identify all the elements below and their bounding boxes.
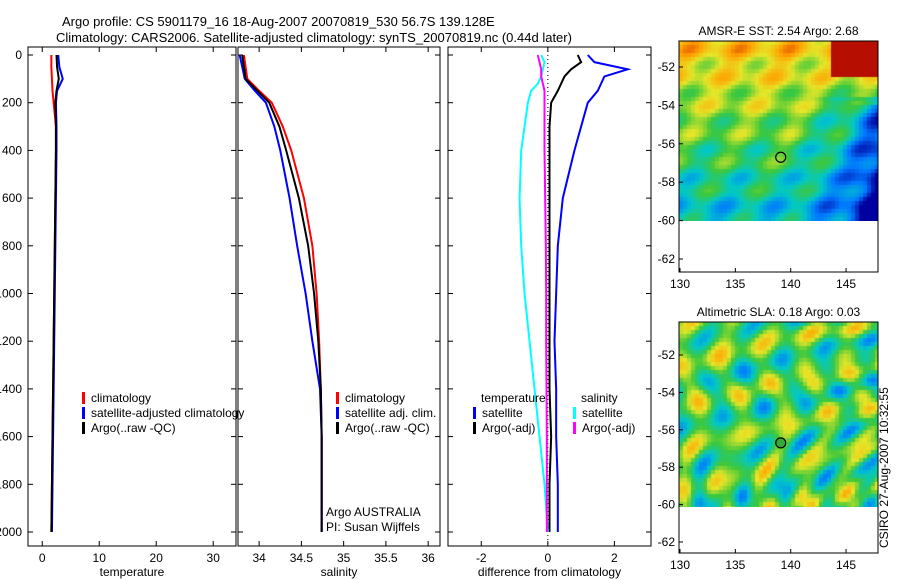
y-tick-label: -58 (658, 460, 676, 474)
plot-frame (237, 46, 441, 547)
series-line-argo-raw-qc- (241, 54, 323, 532)
plot-frame (27, 46, 237, 547)
legend-swatch (82, 407, 85, 419)
series-line-temperature-satellite (553, 54, 632, 532)
legend-swatch (336, 407, 339, 419)
legend-label: satellite (582, 406, 623, 420)
argo-position-marker (775, 437, 787, 449)
y-tick-label: -52 (658, 60, 676, 74)
legend-label: climatology (91, 391, 151, 405)
x-tick-label: 145 (836, 277, 856, 291)
x-tick-label: 2 (611, 551, 618, 565)
y-tick-label: 2000 (0, 525, 22, 539)
x-tick-label: 130 (670, 277, 690, 291)
x-tick-label: 20 (150, 551, 164, 565)
y-tick-label: -60 (658, 498, 676, 512)
y-tick-label: 600 (2, 191, 22, 205)
x-tick-label: -2 (476, 551, 487, 565)
map-frame (678, 40, 879, 273)
y-tick-label: -56 (658, 423, 676, 437)
series-line-argo-raw-qc- (50, 54, 60, 533)
legend-label: Argo(..raw -QC) (91, 421, 176, 435)
legend-header: temperature (481, 391, 546, 405)
x-tick-label: 135 (725, 558, 745, 572)
legend-label: satellite (482, 406, 523, 420)
x-tick-label: 145 (836, 558, 856, 572)
y-tick-label: 1800 (0, 477, 22, 491)
legend-swatch (573, 407, 576, 419)
legend-label: climatology (345, 391, 405, 405)
legend-label: satellite adj. clim. (345, 406, 436, 420)
y-tick-label: -58 (658, 175, 676, 189)
x-tick-label: 36 (421, 551, 435, 565)
sst-map (679, 41, 878, 221)
y-tick-label: -54 (658, 98, 676, 112)
x-tick-label: 140 (781, 277, 801, 291)
legend-label: Argo(-adj) (482, 421, 535, 435)
y-tick-label: 0 (15, 48, 22, 62)
x-tick-label: 35 (337, 551, 351, 565)
series-line-temperature-argo-adj- (548, 54, 583, 532)
x-tick-label: 130 (670, 558, 690, 572)
legend-label: satellite-adjusted climatology (91, 406, 244, 420)
x-tick-label: 140 (781, 558, 801, 572)
legend-swatch (473, 407, 476, 419)
series-line-salinity-argo-adj- (536, 54, 548, 532)
legend-swatch (336, 422, 339, 434)
y-tick-label: -62 (658, 535, 676, 549)
y-tick-label: 400 (2, 143, 22, 157)
annotation: Argo AUSTRALIA (326, 505, 421, 519)
y-tick-label: 200 (2, 96, 22, 110)
legend-swatch (82, 392, 85, 404)
y-tick-label: -62 (658, 252, 676, 266)
legend-label: Argo(-adj) (582, 421, 635, 435)
y-tick-label: 1600 (0, 430, 22, 444)
series-line-climatology (242, 54, 323, 532)
title-line2: Climatology: CARS2006. Satellite-adjuste… (56, 30, 572, 45)
y-tick-label: 1000 (0, 287, 22, 301)
x-axis-label: salinity (321, 565, 358, 579)
map-title: Altimetric SLA: 0.18 Argo: 0.03 (697, 305, 861, 319)
y-tick-label: 800 (2, 239, 22, 253)
legend-swatch (573, 422, 576, 434)
y-tick-label: 1400 (0, 382, 22, 396)
x-tick-label: 10 (93, 551, 107, 565)
y-tick-label: 1200 (0, 334, 22, 348)
legend-swatch (336, 392, 339, 404)
x-tick-label: 135 (725, 277, 745, 291)
title-line1: Argo profile: CS 5901179_16 18-Aug-2007 … (62, 14, 495, 29)
series-line-satellite-adj-clim- (238, 54, 323, 532)
annotation: PI: Susan Wijffels (326, 520, 420, 534)
x-axis-label: difference from climatology (478, 565, 621, 579)
x-tick-label: 34 (252, 551, 266, 565)
x-tick-label: 0 (39, 551, 46, 565)
argo-position-marker (775, 151, 787, 163)
legend-swatch (82, 422, 85, 434)
map-frame (678, 321, 879, 554)
sla-map (679, 322, 878, 507)
y-tick-label: -52 (658, 348, 676, 362)
plot-frame (447, 46, 652, 547)
x-axis-label: temperature (100, 565, 165, 579)
y-tick-label: -60 (658, 214, 676, 228)
legend-header: salinity (581, 391, 618, 405)
x-tick-label: 35.5 (374, 551, 398, 565)
x-tick-label: 30 (207, 551, 221, 565)
legend-swatch (473, 422, 476, 434)
y-tick-label: -54 (658, 385, 676, 399)
map-title: AMSR-E SST: 2.54 Argo: 2.68 (698, 24, 858, 38)
x-tick-label: 34.5 (290, 551, 314, 565)
legend-label: Argo(..raw -QC) (345, 421, 430, 435)
x-tick-label: 0 (544, 551, 551, 565)
y-tick-label: -56 (658, 137, 676, 151)
